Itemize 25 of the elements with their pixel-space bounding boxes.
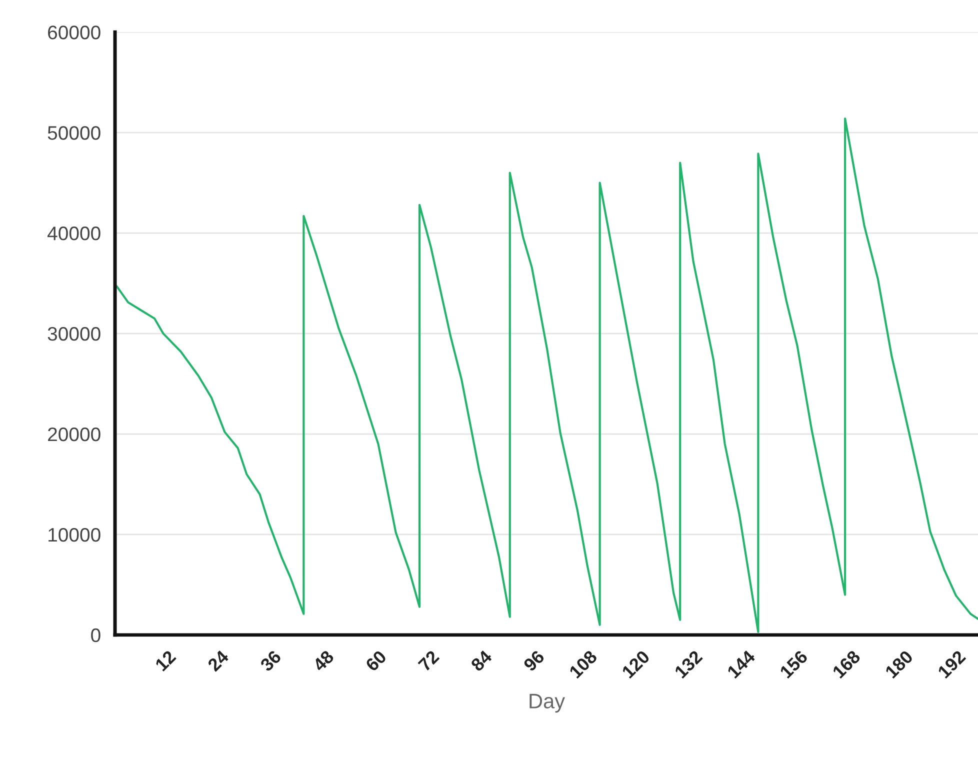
x-tick-label: 108 <box>568 650 598 679</box>
x-tick-label: 132 <box>674 650 704 679</box>
x-tick-label: 24 <box>206 649 230 672</box>
x-tick-label: 120 <box>621 650 650 679</box>
y-tick-label: 60000 <box>48 26 100 40</box>
x-tick-label: 168 <box>832 650 862 679</box>
y-tick-label: 0 <box>91 628 100 642</box>
x-tick-label: 156 <box>779 650 808 679</box>
x-tick-label: 12 <box>154 650 176 672</box>
x-tick-label: 144 <box>726 649 756 679</box>
y-tick-label: 50000 <box>48 126 100 140</box>
x-tick-label: 192 <box>937 650 966 679</box>
line-series <box>116 117 978 633</box>
x-tick-label: 72 <box>418 650 440 672</box>
y-tick-label: 30000 <box>48 327 100 341</box>
y-tick-label: 20000 <box>48 427 100 442</box>
x-tick-label: 48 <box>312 650 335 672</box>
x-tick-label: 96 <box>522 650 546 672</box>
y-tick-label: 10000 <box>48 528 100 542</box>
x-tick-label: 60 <box>364 650 388 672</box>
x-tick-label: 36 <box>259 650 282 672</box>
y-tick-label: 40000 <box>48 226 100 240</box>
x-axis-title: Day <box>530 694 565 713</box>
x-tick-label: 84 <box>470 649 493 672</box>
x-tick-label: 180 <box>884 650 914 679</box>
